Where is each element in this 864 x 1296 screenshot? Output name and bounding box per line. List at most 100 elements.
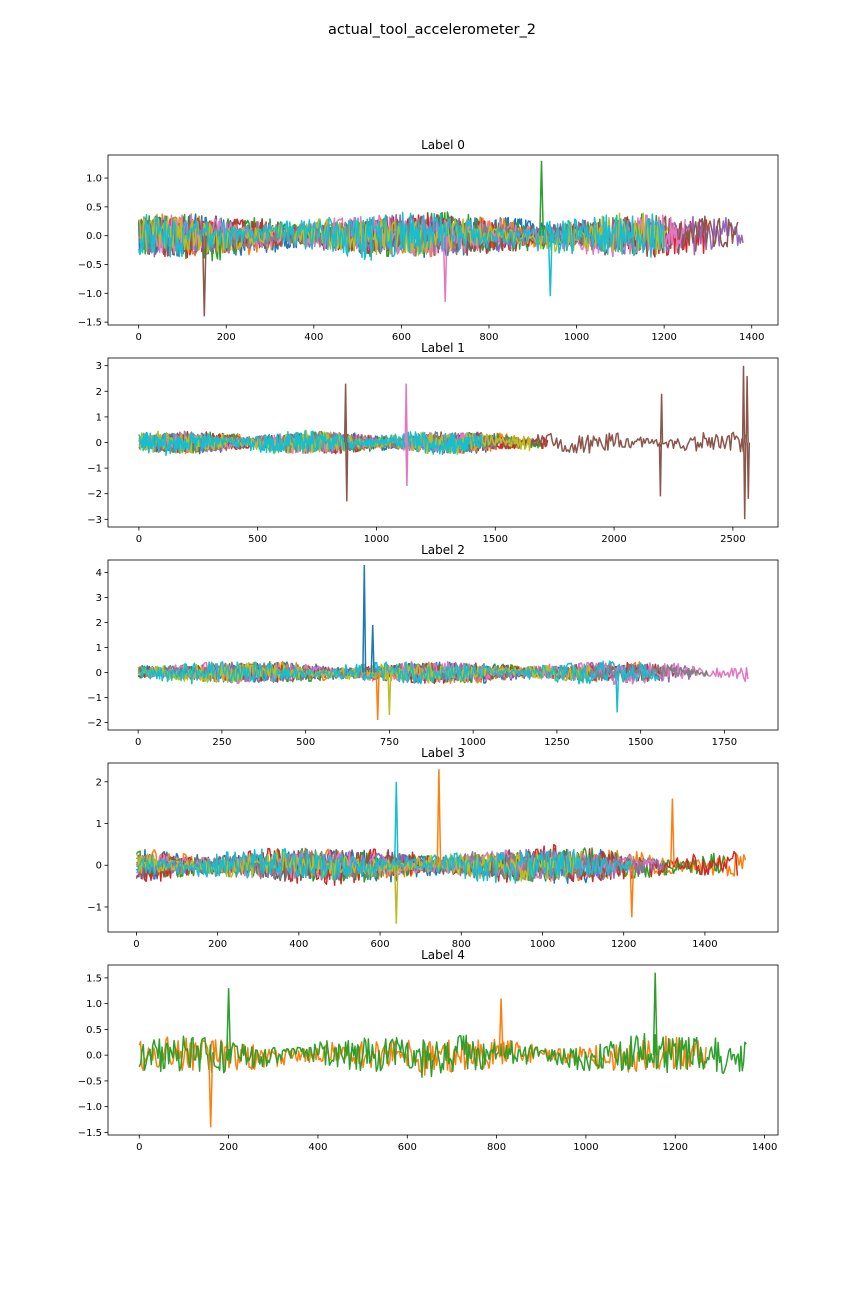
y-tick-label: 1 — [96, 643, 102, 654]
spike-4 — [615, 672, 620, 713]
y-tick-label: 1 — [96, 412, 102, 423]
spike-0 — [362, 564, 367, 673]
x-tick-label: 500 — [248, 534, 267, 545]
y-tick-label: −3 — [87, 515, 102, 526]
series-line-9 — [137, 211, 665, 261]
y-tick-label: −2 — [87, 718, 102, 729]
figure-title: actual_tool_accelerometer_2 — [328, 22, 536, 38]
y-tick-label: 2 — [96, 387, 102, 398]
x-tick-label: 400 — [289, 939, 308, 950]
subplot-title: Label 3 — [421, 746, 465, 760]
y-tick-label: −2 — [87, 489, 102, 500]
series-group — [135, 769, 747, 924]
x-tick-label: 1000 — [564, 332, 589, 343]
x-tick-label: 1250 — [544, 737, 569, 748]
series-line-9 — [137, 660, 662, 685]
subplot-label-2: Label 2 0 250 500 750 1000 1250 1500 1750 −2 −1 0 1 2… — [87, 543, 779, 748]
y-tick-label: 1.0 — [86, 174, 102, 185]
spike-3 — [670, 798, 675, 866]
y-tick-label: −0.5 — [78, 260, 102, 271]
x-tick-label: 750 — [380, 737, 399, 748]
subplot-label-4: Label 4 0 200 400 600 800 1000 1200 1400 −1.5 −1.0… — [78, 948, 779, 1153]
y-tick-label: −1 — [87, 902, 102, 913]
y-tick-label: 0.5 — [86, 202, 102, 213]
axes-frame — [107, 154, 779, 326]
series-line-9 — [135, 847, 632, 884]
spike-1 — [393, 781, 399, 866]
x-tick-label: 2000 — [601, 534, 626, 545]
y-tick-label: 0 — [96, 861, 102, 872]
x-tick-label: 600 — [392, 332, 411, 343]
axes-frame — [107, 964, 779, 1136]
spike-1 — [208, 1055, 214, 1128]
spike-4 — [629, 865, 635, 918]
x-tick-label: 1400 — [692, 939, 717, 950]
subplot-title: Label 0 — [421, 138, 465, 152]
series-line-1 — [138, 1032, 747, 1078]
x-tick-label: 1000 — [460, 737, 485, 748]
x-tick-label: 0 — [136, 534, 142, 545]
x-tick-label: 400 — [308, 1142, 327, 1153]
spike-2 — [745, 375, 749, 443]
x-tick-label: 600 — [398, 1142, 417, 1153]
spike-3 — [746, 442, 751, 499]
spike-1 — [539, 160, 545, 236]
x-tick-label: 2500 — [720, 534, 745, 545]
x-tick-label: 200 — [208, 939, 227, 950]
x-tick-label: 1200 — [663, 1142, 688, 1153]
x-tick-label: 1000 — [530, 939, 555, 950]
series-group — [138, 972, 747, 1128]
spike-3 — [498, 998, 504, 1056]
y-tick-label: 0 — [96, 668, 102, 679]
subplot-title: Label 2 — [421, 543, 465, 557]
y-tick-label: 1 — [96, 819, 102, 830]
spike-9 — [405, 442, 409, 487]
series-group — [137, 160, 744, 317]
x-tick-label: 400 — [304, 332, 323, 343]
y-tick-label: 2 — [96, 618, 102, 629]
x-tick-label: 0 — [135, 332, 141, 343]
y-tick-label: 3 — [96, 361, 102, 372]
spike-3 — [387, 672, 392, 716]
spike-2 — [393, 865, 399, 924]
spike-7 — [658, 442, 663, 497]
x-tick-label: 0 — [133, 939, 139, 950]
spike-3 — [547, 235, 553, 297]
x-tick-label: 250 — [212, 737, 231, 748]
y-tick-label: 0.0 — [86, 231, 102, 242]
series-group — [138, 365, 751, 520]
x-tick-label: 1500 — [483, 534, 508, 545]
y-tick-label: −1 — [87, 464, 102, 475]
spike-1 — [375, 672, 380, 721]
x-tick-label: 600 — [371, 939, 390, 950]
axes-frame — [107, 559, 779, 731]
y-tick-label: 0.0 — [86, 1051, 102, 1062]
series-line-9 — [138, 430, 484, 457]
spike-6 — [659, 393, 664, 443]
y-tick-label: 0 — [96, 438, 102, 449]
spike-5 — [345, 442, 349, 502]
x-tick-label: 200 — [217, 332, 236, 343]
y-tick-label: −1.5 — [78, 1128, 102, 1139]
spike-2 — [226, 988, 232, 1056]
x-tick-label: 1400 — [752, 1142, 777, 1153]
y-tick-label: 1.5 — [86, 973, 102, 984]
spike-2 — [442, 235, 448, 302]
spike-4 — [343, 383, 348, 443]
x-tick-label: 1400 — [739, 332, 764, 343]
y-tick-label: 3 — [96, 593, 102, 604]
axes-frame — [107, 762, 779, 933]
y-tick-label: 2 — [96, 777, 102, 788]
y-tick-label: 4 — [96, 568, 102, 579]
subplot-title: Label 4 — [421, 948, 465, 962]
x-tick-label: 800 — [479, 332, 498, 343]
y-tick-label: −0.5 — [78, 1076, 102, 1087]
x-tick-label: 1200 — [651, 332, 676, 343]
x-tick-label: 500 — [296, 737, 315, 748]
x-tick-label: 1000 — [573, 1142, 598, 1153]
series-group — [137, 564, 749, 721]
x-tick-label: 1200 — [611, 939, 636, 950]
spike-2 — [370, 624, 375, 673]
x-tick-label: 800 — [487, 1142, 506, 1153]
y-tick-label: −1.5 — [78, 318, 102, 329]
